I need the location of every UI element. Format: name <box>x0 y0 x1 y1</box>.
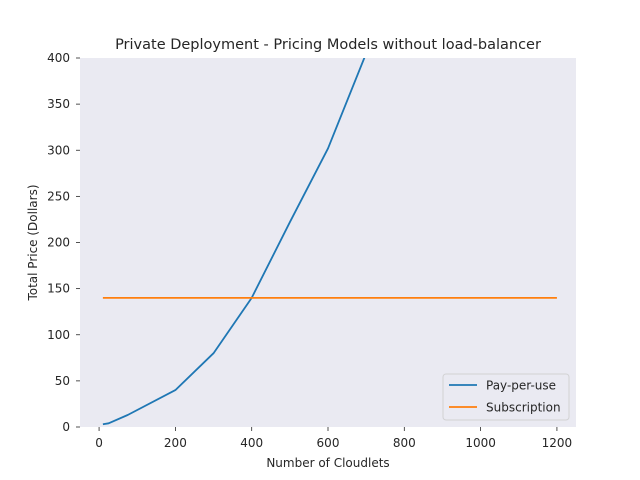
chart-title: Private Deployment - Pricing Models with… <box>115 37 541 53</box>
x-tick-label: 1200 <box>542 436 573 450</box>
legend-label-pay-per-use: Pay-per-use <box>486 379 556 393</box>
y-tick-label: 200 <box>47 236 70 250</box>
x-tick-label: 200 <box>164 436 187 450</box>
y-tick-label: 0 <box>62 420 70 434</box>
y-tick-label: 100 <box>47 328 70 342</box>
y-tick-label: 50 <box>55 374 70 388</box>
series-layer <box>102 58 557 426</box>
y-tick-label: 400 <box>47 51 70 65</box>
y-tick-label: 300 <box>47 143 70 157</box>
x-tick-label: 0 <box>95 436 103 450</box>
y-tick-label: 250 <box>47 189 70 203</box>
x-axis-label: Number of Cloudlets <box>266 456 389 470</box>
plot-background <box>80 58 576 427</box>
ticks-layer: 0 200 400 600 800 1000 1200 0 50 100 150 200 250 300 3… <box>47 51 572 450</box>
x-tick-label: 1000 <box>465 436 496 450</box>
y-tick-label: 350 <box>47 97 70 111</box>
x-tick-label: 400 <box>240 436 263 450</box>
legend: Pay-per-use Subscription <box>442 373 570 421</box>
series-line-pay-per-use <box>102 58 366 426</box>
legend-label-subscription: Subscription <box>486 401 561 415</box>
y-tick-label: 150 <box>47 282 70 296</box>
y-axis-label: Total Price (Dollars) <box>26 184 40 301</box>
x-tick-label: 600 <box>317 436 340 450</box>
x-tick-label: 800 <box>393 436 416 450</box>
